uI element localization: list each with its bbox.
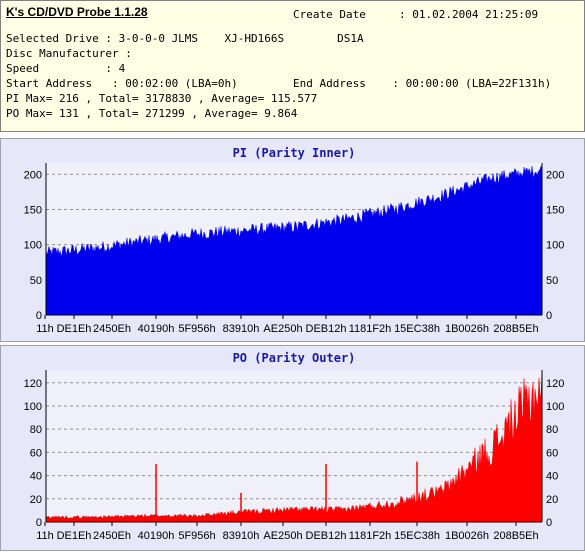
x-tick-label: 11h	[36, 530, 54, 542]
start-address-line: Start Address : 00:02:00 (LBA=0h)	[6, 77, 238, 90]
x-tick-label: 1181F2h	[349, 323, 392, 335]
y-tick-label-left: 100	[24, 240, 42, 252]
y-tick-label-right: 80	[546, 424, 558, 436]
y-tick-label-right: 100	[546, 401, 564, 413]
po-chart: PO (Parity Outer) 0 0 20 20 40 40 60 60 80 80 100 10…	[24, 351, 565, 542]
y-tick-label-right: 40	[546, 471, 558, 483]
pi-summary: PI Max= 216 , Total= 3178830 , Average= …	[6, 92, 318, 105]
end-address-line: End Address : 00:00:00 (LBA=22F131h)	[293, 77, 552, 90]
x-tick-label: 15EC38h	[394, 530, 440, 542]
x-tick-label: 83910h	[223, 530, 260, 542]
selected-drive-line: Selected Drive : 3-0-0-0 JLMS XJ-HD166S …	[6, 32, 364, 45]
series-area	[45, 369, 543, 523]
y-tick-label-right: 20	[546, 494, 558, 506]
y-tick-label-right: 0	[546, 517, 552, 529]
x-tick-label: 2450Eh	[93, 530, 131, 542]
y-tick-label-left: 120	[24, 378, 42, 390]
y-tick-label-left: 0	[36, 310, 42, 322]
x-tick-label: 1181F2h	[349, 530, 392, 542]
create-date-label: Create Date	[293, 8, 366, 21]
x-tick-label: 40190h	[138, 323, 175, 335]
y-tick-label-right: 60	[546, 447, 558, 459]
create-date-value: : 01.02.2004 21:25:09	[399, 8, 539, 21]
y-tick-label-left: 100	[24, 401, 42, 413]
y-tick-label-left: 50	[30, 275, 42, 287]
x-tick-label: 15EC38h	[394, 323, 440, 335]
x-tick-label: 83910h	[223, 323, 260, 335]
y-tick-label-right: 50	[546, 275, 558, 287]
y-tick-label-left: 40	[30, 471, 42, 483]
pi-chart-panel: PI (Parity Inner) 0 0 50 50 100 100 150 150 200 20…	[0, 138, 585, 342]
y-tick-label-left: 0	[36, 517, 42, 529]
y-tick-label-left: 150	[24, 204, 42, 216]
x-tick-label: 208B5Eh	[493, 530, 538, 542]
x-tick-label: 11h	[36, 323, 54, 335]
app-title: K's CD/DVD Probe 1.1.28	[6, 5, 148, 19]
po-summary: PO Max= 131 , Total= 271299 , Average= 9…	[6, 107, 298, 120]
series-area	[45, 165, 543, 316]
y-tick-label-right: 120	[546, 378, 564, 390]
y-tick-label-left: 200	[24, 169, 42, 181]
y-tick-label-left: 80	[30, 424, 42, 436]
x-tick-label: AE250h	[263, 323, 302, 335]
x-tick-label: 1B0026h	[445, 323, 489, 335]
po-chart-panel: PO (Parity Outer) 0 0 20 20 40 40 60 60 80 80 100 10…	[0, 345, 585, 551]
x-tick-label: 5F956h	[178, 530, 215, 542]
x-tick-label: 2450Eh	[93, 323, 131, 335]
y-tick-label-left: 60	[30, 447, 42, 459]
x-tick-label: DE1Eh	[57, 530, 92, 542]
y-tick-label-right: 100	[546, 240, 564, 252]
speed-line: Speed : 4	[6, 62, 126, 75]
x-tick-label: 1B0026h	[445, 530, 489, 542]
x-tick-label: DE1Eh	[57, 323, 92, 335]
x-tick-label: DEB12h	[306, 323, 347, 335]
pi-chart: PI (Parity Inner) 0 0 50 50 100 100 150 150 200 20…	[24, 146, 565, 335]
x-tick-label: DEB12h	[306, 530, 347, 542]
x-tick-label: 40190h	[138, 530, 175, 542]
chart-title: PI (Parity Inner)	[233, 146, 356, 160]
disc-manufacturer-line: Disc Manufacturer :	[6, 47, 132, 60]
x-tick-label: AE250h	[263, 530, 302, 542]
x-tick-label: 208B5Eh	[493, 323, 538, 335]
x-tick-label: 5F956h	[178, 323, 215, 335]
info-panel: K's CD/DVD Probe 1.1.28 Create Date : 01…	[0, 0, 585, 132]
y-tick-label-left: 20	[30, 494, 42, 506]
chart-title: PO (Parity Outer)	[233, 351, 356, 365]
y-tick-label-right: 0	[546, 310, 552, 322]
y-tick-label-right: 150	[546, 204, 564, 216]
y-tick-label-right: 200	[546, 169, 564, 181]
